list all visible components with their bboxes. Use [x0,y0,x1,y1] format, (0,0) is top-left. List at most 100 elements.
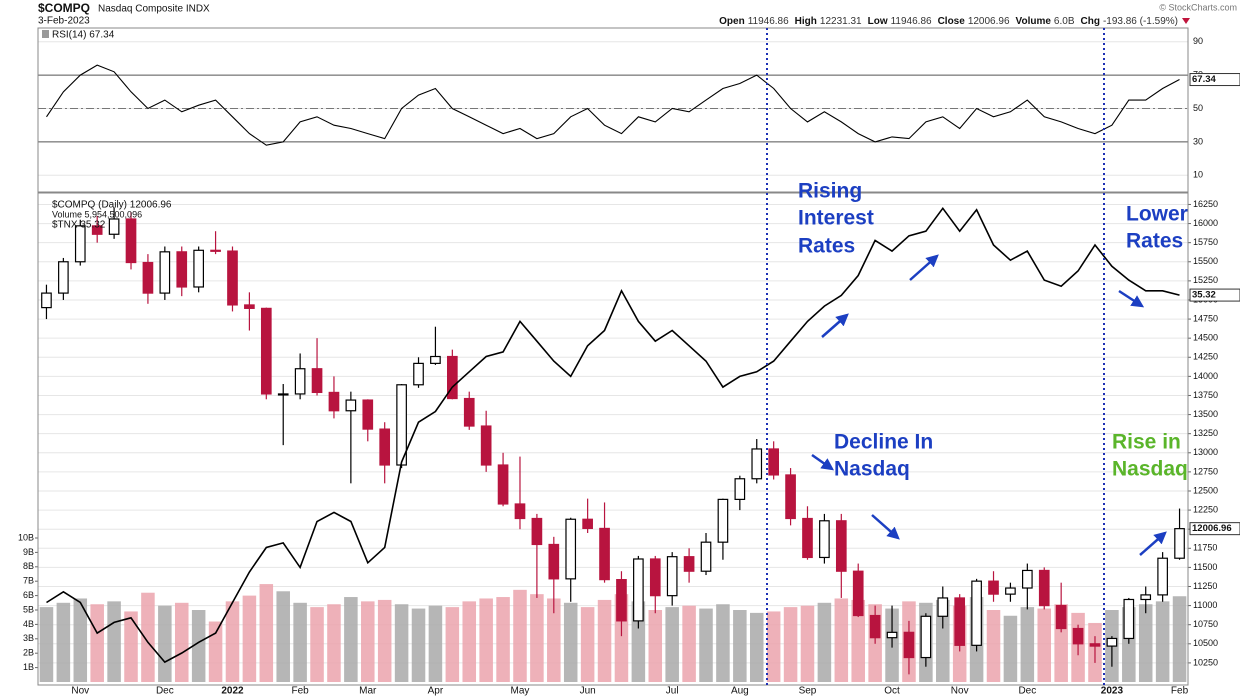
rsi-tick-label: 90 [1193,36,1203,46]
annotation: Nasdaq [834,458,910,481]
tnx-legend: $TNX 35.32 [52,220,106,231]
annotation: Rates [1126,230,1183,253]
candle-body [176,251,188,288]
x-tick-label: Dec [1018,686,1036,697]
price-tick-label: 14750 [1193,313,1218,323]
rsi-line [46,64,1180,146]
price-tick-label: 14500 [1193,333,1218,343]
volume-bar [445,607,460,682]
volume-bar [124,611,138,682]
x-tick-label: Nov [71,686,89,697]
candle-body [683,556,695,572]
volume-bar [276,591,290,682]
candle-body [666,556,678,597]
price-tick-label: 11000 [1193,600,1217,610]
candle-body [582,518,593,530]
annotation: Interest [798,207,874,230]
candle-body [565,518,577,580]
rsi-tick-label: 30 [1193,136,1203,146]
volume-bar [749,612,764,682]
price-tick-label: 15750 [1193,237,1218,247]
price-legend: $COMPQ (Daily) 12006.96 [52,200,172,211]
candle-body [649,558,661,597]
candle-body [311,368,323,394]
candle-body [616,579,627,622]
quote-value: 6.0B [1054,16,1075,27]
price-tick-label: 15250 [1193,275,1218,285]
volume-bar [766,611,781,682]
candle-body [920,615,932,659]
candle-body [480,425,492,466]
volume-bar [479,598,493,682]
arrow [1118,289,1145,308]
candle-body [1140,594,1152,601]
price-tick-label: 16250 [1193,199,1218,209]
candle-body [785,474,796,520]
quote-value: 11946.86 [891,16,932,27]
price-panel-frame [37,192,1189,686]
arrow [871,514,900,540]
x-tick-label: Mar [359,686,377,697]
rsi-panel-frame [37,27,1189,193]
volume-bar [39,607,54,682]
volume-bar [716,604,730,682]
volume-bar [665,607,679,682]
candle-body [954,597,966,646]
volume-bar [682,605,696,682]
volume-bar [597,599,612,682]
candle-body [244,304,255,309]
quote-label: Chg [1081,16,1100,27]
x-tick-label: Feb [292,686,310,697]
price-tick-label: 10250 [1193,657,1218,667]
candle-body [819,520,830,559]
price-layer [41,64,1185,675]
candle-body [294,368,306,395]
price-tick-label: 12750 [1193,466,1218,476]
candle-body [633,558,644,622]
annotation: Rising [798,180,862,203]
tnx-line [46,206,1180,664]
candle-body [345,399,357,412]
candle-body [886,631,898,639]
volume-bar [547,598,561,682]
price-tick-label: 14250 [1193,352,1218,362]
candle-body [1089,643,1101,647]
volume-bar [1155,601,1170,682]
quote-label: Low [868,16,888,27]
last-rsi-label: 67.34 [1192,74,1216,85]
volume-tick-label: 10B [18,532,34,542]
price-tick-label: 10500 [1193,638,1218,648]
volume-tick-label: 1B [23,662,34,672]
x-tick-label: Apr [428,686,444,697]
candle-body [971,580,982,646]
candle-body [142,261,154,294]
volume-bar [800,605,815,682]
price-tick-label: 13750 [1193,390,1218,400]
candle-body [497,464,509,505]
volume-bar [648,610,663,682]
annotation: Decline In [834,431,933,454]
volume-bar [580,607,595,682]
candle-body [447,355,458,400]
last-rsi-label-box [1189,73,1240,87]
volume-tick-label: 8B [23,561,34,571]
price-tick-label: 12500 [1193,485,1218,495]
volume-bar [293,602,307,682]
price-tick-label: 11750 [1193,543,1217,553]
date: 3-Feb-2023 [38,16,90,27]
candle-body [531,517,543,546]
legend-icon [42,30,49,38]
candle-body [1123,598,1135,640]
annotation: Rates [798,235,855,258]
volume-bar [90,604,104,682]
price-tick-label: 10750 [1193,619,1218,629]
volume-bar [377,599,392,682]
rsi-tick-label: 10 [1193,170,1203,180]
volume-bar [631,601,646,682]
label-layer: Nov Dec 2022 Feb Mar Apr May Jun Jul Aug Sep Oct Nov… [18,36,1240,697]
candle-body [802,517,813,559]
volume-tick-label: 5B [23,604,34,614]
x-tick-label: 2022 [221,686,244,697]
watermark: © StockCharts.com [1159,2,1237,12]
